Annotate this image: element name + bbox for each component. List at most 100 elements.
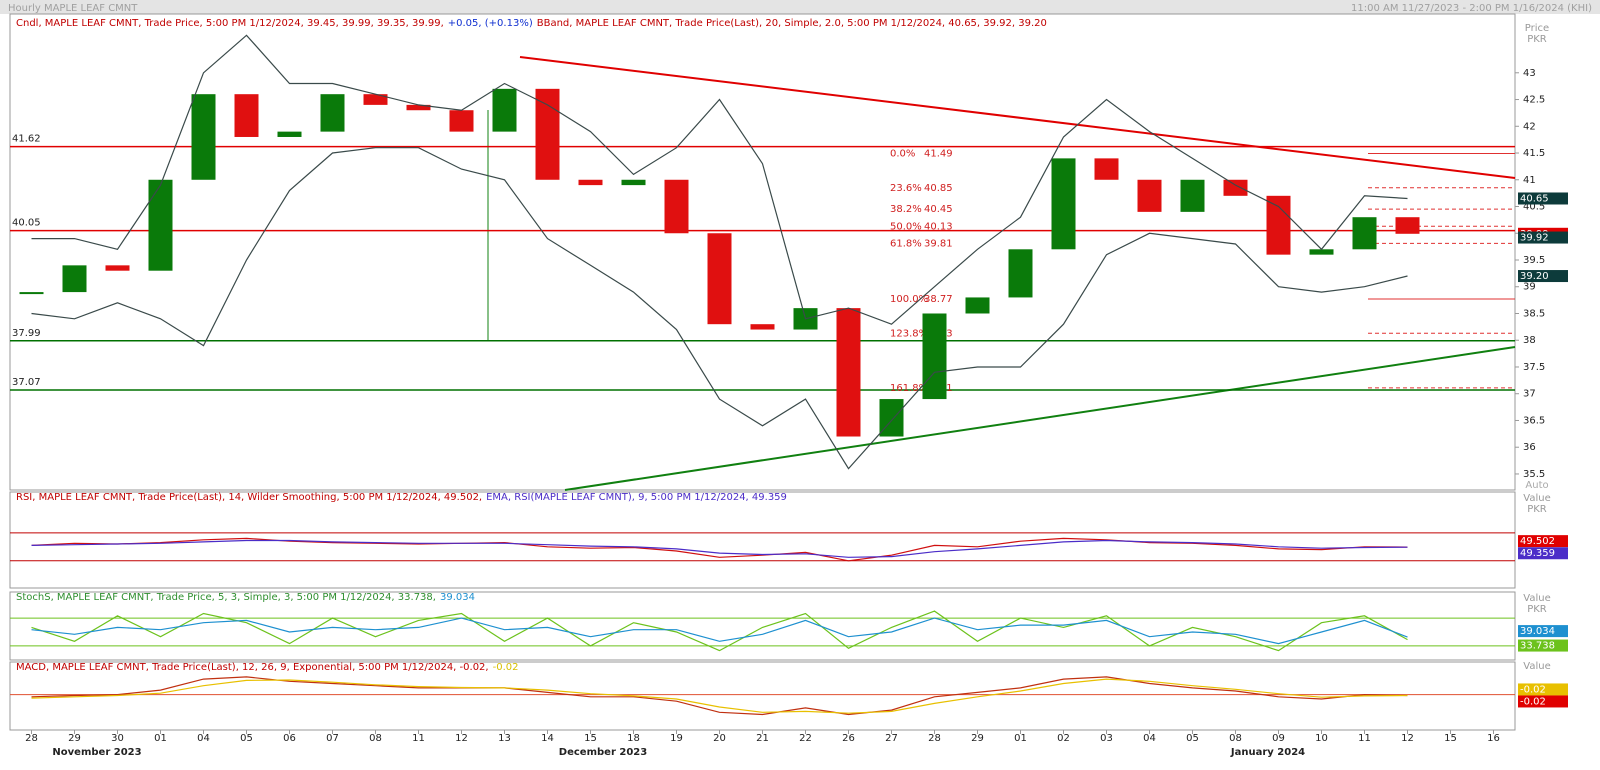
candle [535, 88, 560, 180]
panel-header: Cndl, MAPLE LEAF CMNT, Trade Price, 5:00… [16, 18, 1051, 29]
axis-unit: Value [1523, 593, 1550, 604]
x-tick-label: 29 [68, 733, 81, 744]
x-tick-label: 11 [1358, 733, 1371, 744]
y-tick-label: 43 [1523, 68, 1536, 79]
main-frame [9, 13, 1516, 491]
fib-value: 41.49 [924, 149, 953, 160]
candle [363, 94, 388, 105]
axis-unit: Price [1525, 23, 1549, 34]
price-tag [1518, 547, 1568, 560]
price-tag [1518, 270, 1568, 283]
x-tick-label: 16 [1487, 733, 1500, 744]
y-tick-label: 38 [1523, 335, 1536, 346]
y-tick-label: 41 [1523, 175, 1536, 186]
series-line [31, 676, 1408, 716]
y-tick-label: 39 [1523, 282, 1536, 293]
panel-header: RSI, MAPLE LEAF CMNT, Trade Price(Last),… [16, 492, 791, 503]
x-tick-label: 01 [154, 733, 167, 744]
stoch-frame [9, 591, 1516, 661]
candle [1309, 249, 1334, 255]
axis-unit: Value [1523, 493, 1550, 504]
series-line [31, 147, 1408, 470]
auto-button[interactable]: Auto [1525, 480, 1548, 491]
header-text: StochS, MAPLE LEAF CMNT, Trade Price, 5,… [16, 592, 436, 603]
x-tick-label: 04 [1143, 733, 1156, 744]
x-tick-label: 28 [928, 733, 941, 744]
y-tick-label: 42 [1523, 121, 1536, 132]
y-tick-label: 37 [1523, 389, 1536, 400]
level-label: 37.99 [12, 328, 41, 339]
price-tag-label: -0.02 [1520, 684, 1546, 695]
fib-value: 40.13 [924, 221, 953, 232]
trend-line-down [519, 56, 1516, 179]
header-text: MACD, MAPLE LEAF CMNT, Trade Price(Last)… [16, 662, 489, 673]
y-tick-label: 38.5 [1523, 308, 1545, 319]
fib-label: 23.6% [890, 183, 922, 194]
panel-header: MACD, MAPLE LEAF CMNT, Trade Price(Last)… [16, 662, 522, 673]
price-tag [1518, 639, 1568, 652]
x-tick-label: 05 [1186, 733, 1199, 744]
candle [1137, 179, 1162, 212]
y-tick-label: 37.5 [1523, 362, 1545, 373]
x-tick-label: 14 [541, 733, 554, 744]
candle [105, 265, 130, 271]
candle [750, 324, 775, 330]
header-text: Cndl, MAPLE LEAF CMNT, Trade Price, 5:00… [16, 18, 444, 29]
candle [965, 297, 990, 314]
header-text: EMA, RSI(MAPLE LEAF CMNT), 9, 5:00 PM 1/… [486, 492, 787, 503]
x-tick-label: 15 [1444, 733, 1457, 744]
price-tag-label: 33.738 [1520, 641, 1555, 652]
month-label: November 2023 [52, 747, 141, 758]
x-tick-label: 12 [455, 733, 468, 744]
y-tick-label: 36.5 [1523, 415, 1545, 426]
x-tick-label: 19 [670, 733, 683, 744]
price-tag-label: 39.034 [1520, 626, 1555, 637]
candle [234, 94, 259, 137]
window-range: 11:00 AM 11/27/2023 - 2:00 PM 1/16/2024 … [1351, 3, 1592, 14]
price-tag [1518, 192, 1568, 205]
candle [922, 313, 947, 400]
candle [664, 179, 689, 234]
candle [879, 399, 904, 437]
price-tag-label: 49.359 [1520, 548, 1555, 559]
x-tick-label: 15 [584, 733, 597, 744]
fib-label: 161.8% [890, 383, 928, 394]
candle [320, 94, 345, 132]
x-tick-label: 09 [1272, 733, 1285, 744]
price-tag-label: -0.02 [1520, 696, 1546, 707]
month-label: December 2023 [559, 747, 647, 758]
y-tick-label: 42.5 [1523, 95, 1545, 106]
header-text: 39.034 [439, 592, 475, 603]
x-tick-label: 30 [111, 733, 124, 744]
price-tag [1518, 535, 1568, 548]
x-tick-label: 01 [1014, 733, 1027, 744]
axis-unit: PKR [1527, 34, 1547, 45]
series-line [31, 537, 1408, 562]
candle [449, 110, 474, 132]
window-title: Hourly MAPLE LEAF CMNT [8, 3, 138, 14]
x-tick-label: 12 [1401, 733, 1414, 744]
x-tick-label: 07 [326, 733, 339, 744]
candle [277, 131, 302, 137]
x-tick-label: 26 [842, 733, 855, 744]
fib-label: 38.2% [890, 204, 922, 215]
candle [1223, 179, 1248, 196]
trend-line-up [564, 346, 1516, 491]
candle [19, 292, 44, 295]
panel-header: StochS, MAPLE LEAF CMNT, Trade Price, 5,… [16, 592, 479, 603]
fib-label: 123.8% [890, 328, 928, 339]
title-bar [0, 0, 1600, 14]
y-tick-label: 39.5 [1523, 255, 1545, 266]
candle [62, 265, 87, 293]
fib-label: 0.0% [890, 149, 915, 160]
axis-unit: PKR [1527, 504, 1547, 515]
price-tag-label: 49.502 [1520, 536, 1555, 547]
price-tag [1518, 625, 1568, 638]
fib-label: 61.8% [890, 238, 922, 249]
x-tick-label: 29 [971, 733, 984, 744]
candle [1051, 158, 1076, 250]
series-line [31, 610, 1408, 652]
header-text: RSI, MAPLE LEAF CMNT, Trade Price(Last),… [16, 492, 483, 503]
